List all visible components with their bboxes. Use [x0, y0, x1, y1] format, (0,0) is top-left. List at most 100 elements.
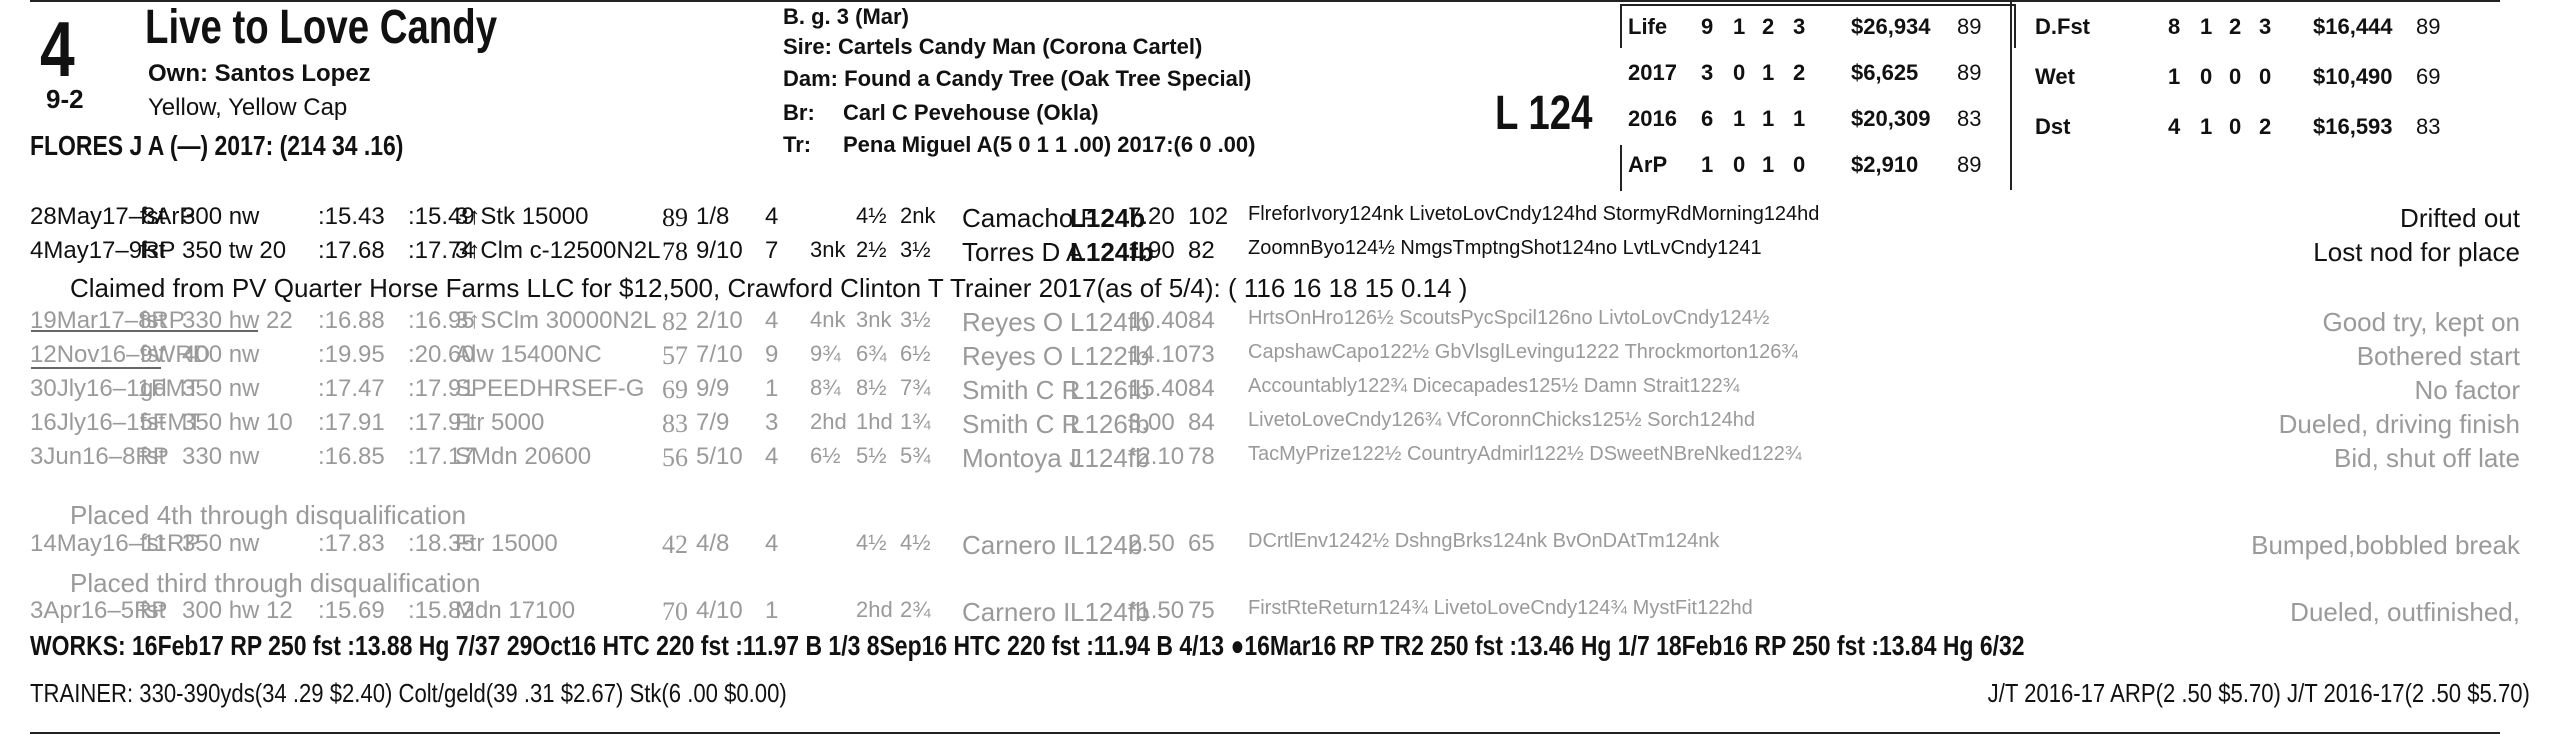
- pp-wt: L126fb: [1070, 409, 1150, 439]
- pp-par: 75: [1188, 597, 1215, 624]
- pp-c2: 2hd: [856, 597, 893, 622]
- pp-c2: 1hd: [856, 409, 893, 434]
- pp-date: 4May17–9RP: [30, 237, 176, 264]
- pp-pp: 4/10: [696, 597, 743, 624]
- record-st: 1: [2168, 64, 2181, 89]
- pp-spd: 56: [662, 443, 688, 472]
- pp-wt: L124b: [1070, 530, 1143, 560]
- pp-dist: 350 tw 20: [182, 237, 287, 264]
- date-underline: [31, 367, 161, 369]
- pp-date: 14May16–11RP: [30, 530, 201, 557]
- record-label: 2016: [1628, 106, 1677, 131]
- pp-row: 14May16–11RP fst 350 nw:17.83:18.35 Ftr 150…: [30, 530, 2530, 564]
- pp-dist: 350 nw: [182, 530, 260, 557]
- pp-comment: Lost nod for place: [2313, 237, 2520, 267]
- pp-fin: 4½: [900, 530, 931, 555]
- pp-fin: 3½: [900, 307, 931, 332]
- pp-f2: :16.95: [408, 307, 475, 334]
- pp-spd: 83: [662, 409, 688, 438]
- pp-f1: :19.95: [318, 341, 385, 368]
- pp-c2: 5½: [856, 443, 887, 468]
- record-st: 6: [1701, 106, 1714, 131]
- record-spd: 89: [1957, 60, 1982, 85]
- dam-value: Found a Candy Tree (Oak Tree Special): [844, 66, 1252, 91]
- pp-dist: 300 hw 12: [182, 597, 293, 624]
- record-w: 1: [2200, 114, 2213, 139]
- pp-jky: Montoya J: [962, 443, 1082, 473]
- lasix-weight: L 124: [1495, 87, 1593, 140]
- pp-odds: 3.00: [1128, 409, 1175, 436]
- record-st: 9: [1701, 14, 1714, 39]
- pp-c2: 8½: [856, 375, 887, 400]
- pp-c2: 4½: [856, 530, 887, 555]
- pp-comp: FirstRteReturn124¾ LivetoLoveCndy124¾ My…: [1248, 597, 1753, 619]
- pp-fin: 7¾: [900, 375, 931, 400]
- trainer-header: Tr: Pena Miguel A(5 0 1 1 .00) 2017:(6 0 …: [783, 132, 1255, 158]
- pp-date: 3Jun16–8RP: [30, 443, 169, 470]
- pp-spd: 82: [662, 307, 688, 336]
- pp-f2: :17.91: [408, 375, 475, 402]
- pp-date: 19Mar17–8RP: [30, 307, 185, 334]
- pp-par: 78: [1188, 443, 1215, 470]
- trainer-label: Tr:: [783, 132, 812, 157]
- owner: Own: Santos Lopez: [148, 60, 371, 87]
- pp-wt: L122fb: [1070, 341, 1150, 371]
- pp-f1: :15.43: [318, 203, 385, 230]
- pp-dist: 400 nw: [182, 341, 260, 368]
- pp-odds: 1.90: [1128, 237, 1175, 264]
- pp-par: 84: [1188, 375, 1215, 402]
- pp-f2: :17.74: [408, 237, 475, 264]
- record-spd: 89: [2416, 14, 2441, 39]
- pp-row: 19Mar17–8RP fst 330 hw 22:16.88:16.95 3↑SCl…: [30, 307, 2530, 341]
- pp-wt: L126fb: [1070, 375, 1150, 405]
- record-w: 0: [1733, 152, 1746, 177]
- pp-odds: *1.50: [1128, 597, 1185, 624]
- pp-pp: 9/10: [696, 237, 743, 264]
- pp-odds: *2.10: [1128, 443, 1185, 470]
- record-spd: 69: [2416, 64, 2441, 89]
- record-p: 0: [2229, 114, 2242, 139]
- pp-fin: 6½: [900, 341, 931, 366]
- record-w: 0: [1733, 60, 1746, 85]
- jockey-line: FLORES J A (—) 2017: (214 34 .16): [30, 130, 404, 161]
- record-w: 0: [2200, 64, 2213, 89]
- pp-fin: 5¾: [900, 443, 931, 468]
- pp-st: 1: [765, 375, 779, 402]
- pp-f2: :17.91: [408, 409, 475, 436]
- record-p: 1: [1762, 60, 1775, 85]
- record-st: 1: [1701, 152, 1714, 177]
- pp-spd: 42: [662, 530, 688, 559]
- pp-spd: 57: [662, 341, 688, 370]
- date-underline: [31, 330, 258, 332]
- record-s: 1: [1793, 106, 1806, 131]
- sex-age: B. g. 3 (Mar): [783, 4, 909, 29]
- pp-race: Mdn 17100: [455, 597, 576, 624]
- pp-comp: FlreforIvory124nk LivetoLovCndy124hd Sto…: [1248, 203, 1820, 225]
- pp-par: 73: [1188, 341, 1215, 368]
- pp-jky: Reyes O: [962, 307, 1064, 337]
- pp-par: 102: [1188, 203, 1229, 230]
- pp-c2: 6¾: [856, 341, 887, 366]
- pp-st: 1: [765, 597, 779, 624]
- pp-cond: fst: [140, 597, 166, 624]
- record-s: 0: [2259, 64, 2272, 89]
- record-earn: $20,309: [1851, 106, 1931, 131]
- pp-f2: :17.17: [408, 443, 475, 470]
- pp-c2: 3nk: [856, 307, 892, 332]
- record-s: 2: [2259, 114, 2272, 139]
- pp-c1: 3nk: [810, 237, 846, 262]
- pp-pp: 7/9: [696, 409, 730, 436]
- pp-race: Alw 15400NC: [455, 341, 602, 368]
- pp-comment: Good try, kept on: [2322, 307, 2520, 337]
- record-earn: $2,910: [1851, 152, 1919, 177]
- pp-f1: :16.85: [318, 443, 385, 470]
- pp-fin: 1¾: [900, 409, 931, 434]
- pp-jky: Carnero I: [962, 530, 1071, 560]
- record-spd: 83: [1957, 106, 1982, 131]
- pp-comment: Dueled, driving finish: [2278, 409, 2520, 439]
- pp-row: 3Jun16–8RP fst 330 nw:16.85:17.17 SMdn 2060…: [30, 443, 2530, 477]
- pp-cond: gd: [140, 375, 167, 402]
- pp-race: 3↑Stk 15000: [455, 203, 589, 230]
- pp-pp: 4/8: [696, 530, 730, 557]
- pp-spd: 70: [662, 597, 688, 626]
